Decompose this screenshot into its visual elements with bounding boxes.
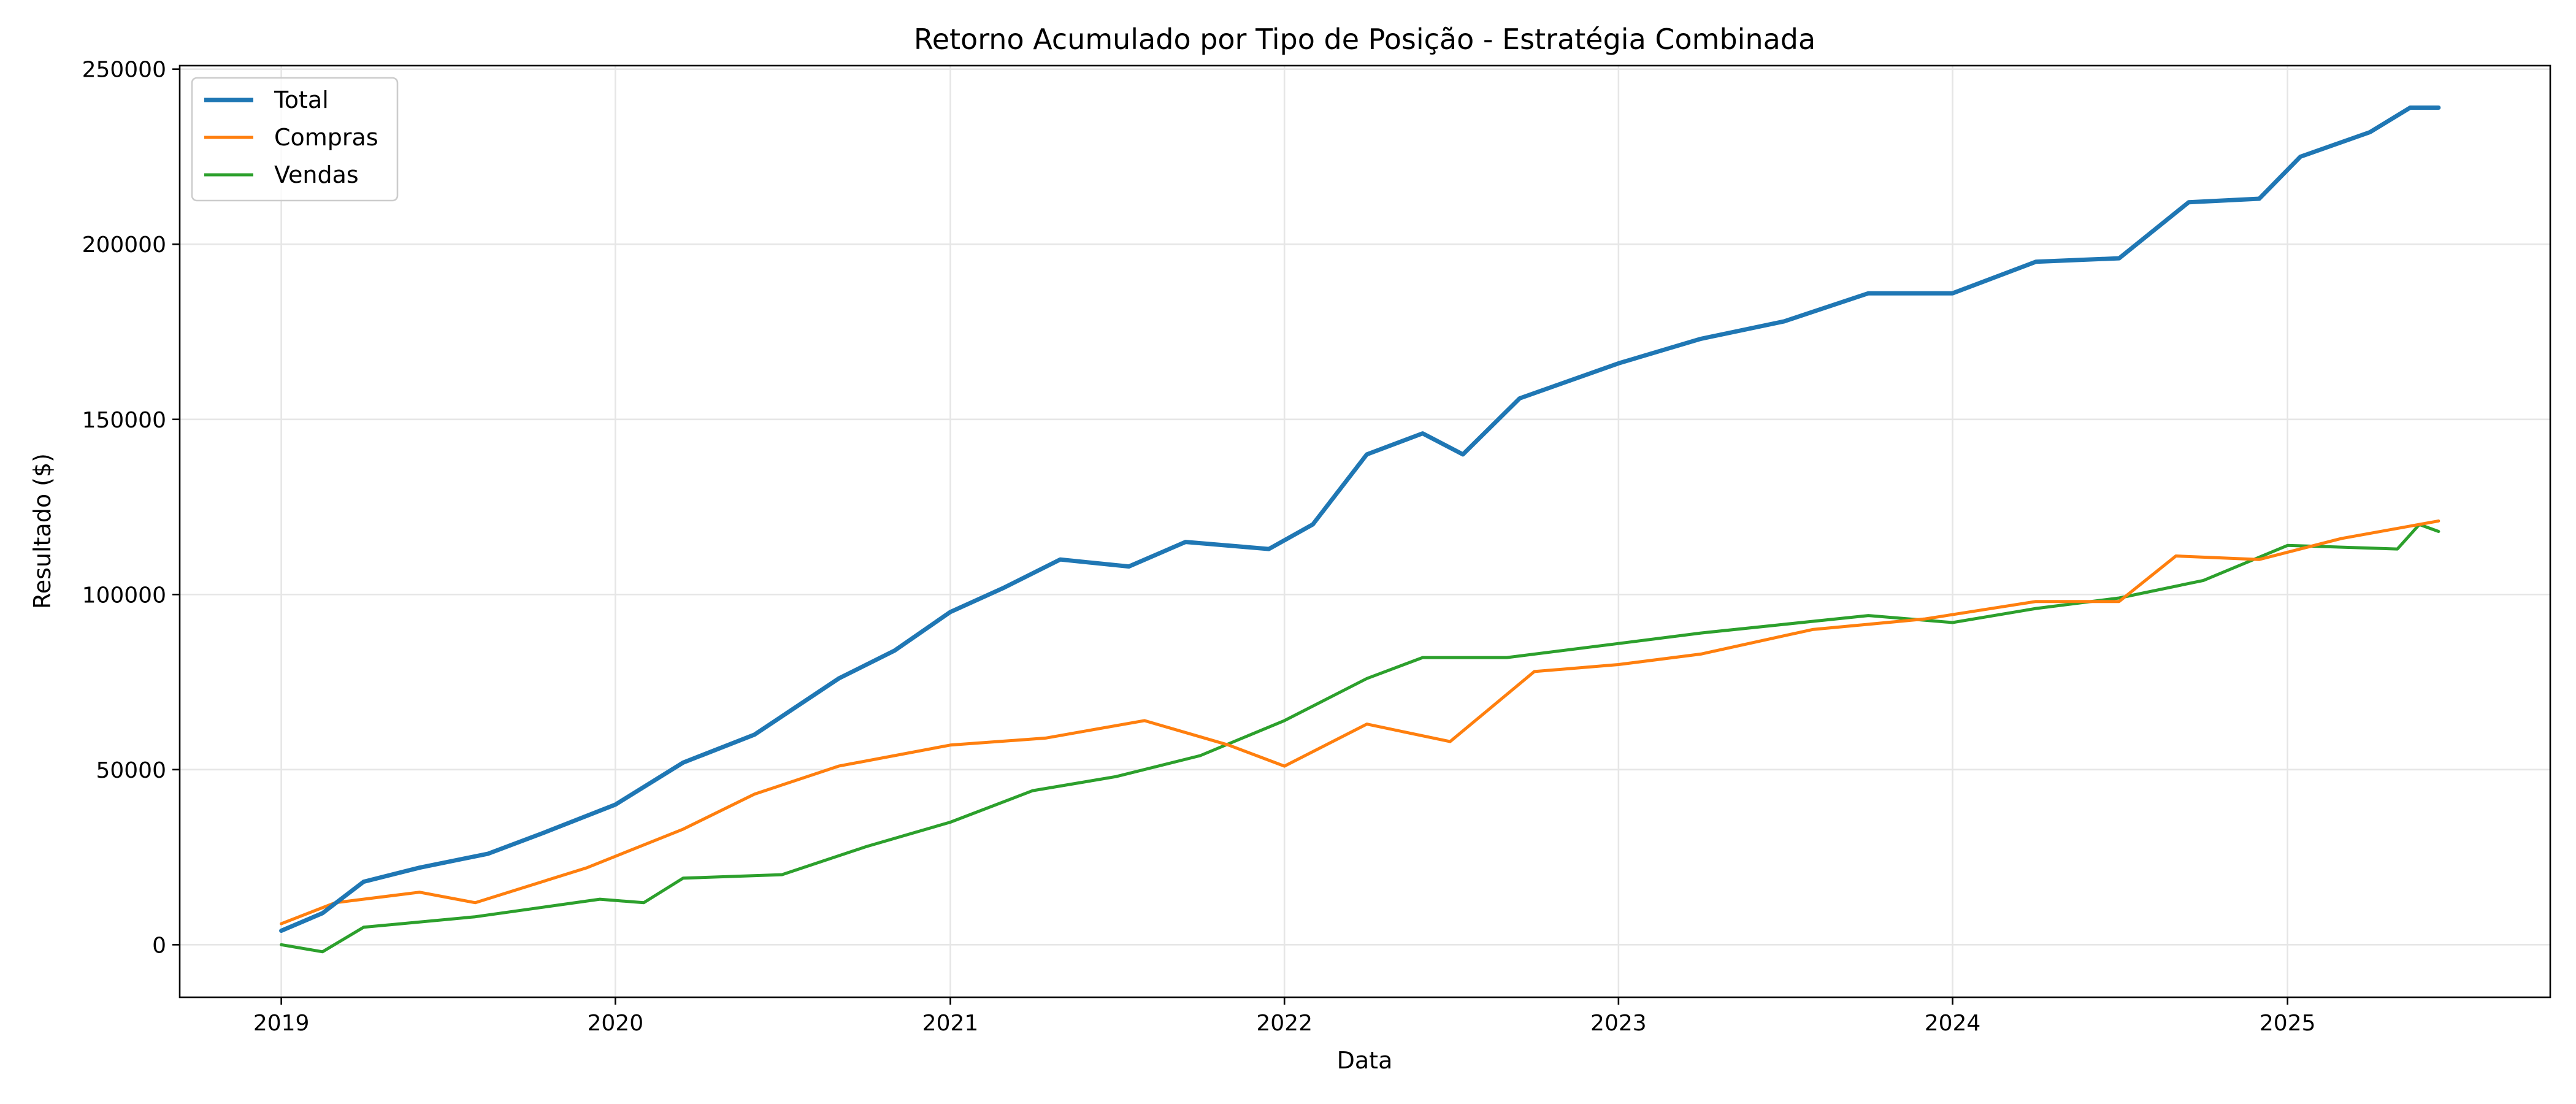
x-tick-label: 2021: [922, 1011, 979, 1036]
x-tick-label: 2025: [2260, 1011, 2316, 1036]
y-axis-label: Resultado ($): [29, 453, 56, 609]
axis-ticks: 2019 2020 2021 2022 2023 2024 2025 0 50000 100000…: [82, 58, 2316, 1036]
legend-label-compras: Compras: [274, 124, 378, 151]
chart-title: Retorno Acumulado por Tipo de Posição - …: [914, 23, 1815, 56]
series-line-compras: [280, 519, 2440, 926]
x-tick-label: 2020: [588, 1011, 644, 1036]
y-tick-label: 50000: [96, 758, 166, 783]
x-tick-label: 2022: [1256, 1011, 1313, 1036]
grid: [180, 66, 2550, 997]
y-tick-label: 250000: [82, 58, 166, 83]
legend-label-total: Total: [274, 86, 329, 113]
y-tick-label: 150000: [82, 408, 166, 433]
legend-label-vendas: Vendas: [274, 161, 359, 188]
y-tick-label: 200000: [82, 232, 166, 258]
series-line-vendas: [280, 523, 2440, 954]
y-tick-label: 0: [152, 933, 166, 958]
plot-frame: [178, 64, 2551, 999]
series-line-total: [279, 105, 2441, 933]
x-tick-label: 2024: [1925, 1011, 1981, 1036]
x-axis-label: Data: [1337, 1047, 1393, 1074]
x-tick-label: 2019: [253, 1011, 310, 1036]
legend-box: [191, 77, 399, 202]
series-group: [279, 105, 2441, 954]
legend: Total Compras Vendas: [191, 77, 399, 202]
y-tick-label: 100000: [82, 583, 166, 608]
x-tick-label: 2023: [1590, 1011, 1647, 1036]
